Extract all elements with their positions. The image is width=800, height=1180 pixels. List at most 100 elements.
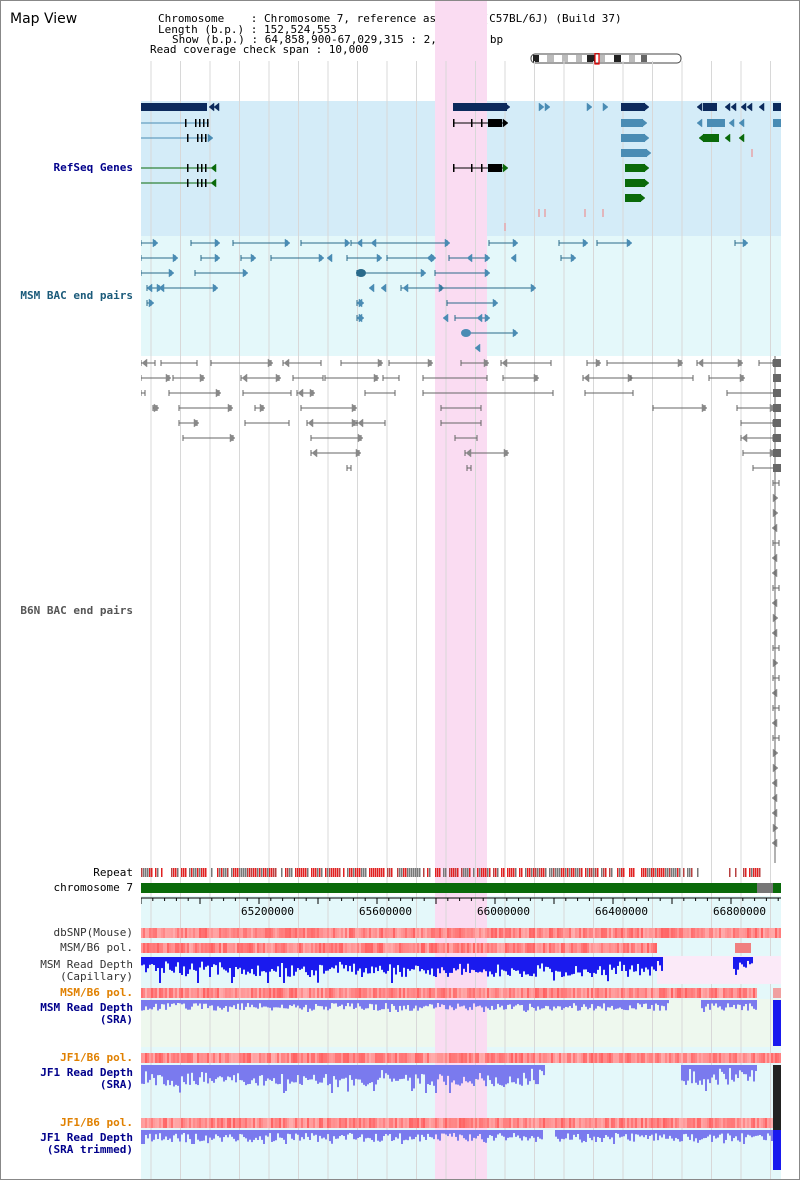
polymorphism-cell (397, 988, 399, 998)
polymorphism-cell (345, 943, 347, 953)
read-depth-bar (249, 1000, 251, 1008)
read-depth-bar (693, 1130, 695, 1142)
polymorphism-cell (179, 943, 181, 953)
snp-density-cell (417, 928, 419, 938)
bac-end-arrow (212, 283, 219, 293)
repeat-segment (189, 868, 191, 877)
read-depth-bar (215, 957, 217, 965)
read-depth-bar (681, 1130, 683, 1142)
read-depth-bar (339, 1065, 341, 1081)
snp-density-cell (173, 928, 175, 938)
polymorphism-cell (411, 943, 413, 953)
read-depth-bar (437, 1130, 439, 1140)
read-depth-bar (305, 1130, 307, 1134)
snp-density-cell (595, 928, 597, 938)
read-depth-bar (521, 957, 523, 977)
polymorphism-cell (311, 1053, 313, 1063)
bac-end-arrow (275, 373, 282, 383)
read-depth-bar (685, 1065, 687, 1085)
read-depth-bar (325, 1065, 327, 1069)
read-depth-bar (721, 1130, 723, 1134)
snp-density-cell (291, 928, 293, 938)
polymorphism-cell (395, 943, 397, 953)
read-depth-bar (455, 1000, 457, 1009)
read-depth-bar (363, 1130, 365, 1142)
polymorphism-cell (475, 1118, 477, 1128)
read-depth-bar (287, 1130, 289, 1134)
gene-exon (703, 103, 717, 111)
snp-density-cell (609, 928, 611, 938)
polymorphism-cell (369, 1118, 371, 1128)
polymorphism-cell (333, 1118, 335, 1128)
polymorphism-cell (613, 1118, 615, 1128)
genome-viewer[interactable] (141, 1, 781, 1180)
polymorphism-cell (379, 988, 381, 998)
read-depth-bar (405, 1000, 407, 1010)
read-depth-bar (389, 1000, 391, 1012)
polymorphism-cell (317, 1118, 319, 1128)
read-depth-bar (653, 1130, 655, 1141)
polymorphism-cell (651, 1053, 653, 1063)
polymorphism-cell (439, 1053, 441, 1063)
polymorphism-cell (453, 988, 455, 998)
repeat-segment (257, 868, 259, 877)
read-depth-bar (737, 1065, 739, 1079)
polymorphism-cell (301, 943, 303, 953)
snp-density-cell (605, 928, 607, 938)
polymorphism-cell (165, 988, 167, 998)
polymorphism-cell (567, 943, 569, 953)
read-depth-bar (345, 957, 347, 965)
gene-exon (703, 134, 719, 142)
polymorphism-cell (213, 988, 215, 998)
snp-density-cell (297, 928, 299, 938)
polymorphism-cell (483, 988, 485, 998)
read-depth-bar (725, 1130, 727, 1140)
bac-end-arrow (250, 253, 257, 263)
polymorphism-cell (389, 1053, 391, 1063)
track-label-jf1-b6-pol-trim: JF1/B6 pol. (60, 1116, 133, 1129)
read-depth-bar (293, 1000, 295, 1005)
read-depth-bar (313, 1065, 315, 1075)
polymorphism-cell (769, 1053, 771, 1063)
read-depth-bar (423, 1000, 425, 1007)
polymorphism-cell (283, 1053, 285, 1063)
read-depth-bar (205, 1065, 207, 1073)
read-depth-bar (277, 1065, 279, 1085)
read-depth-bar (295, 1000, 297, 1008)
polymorphism-cell (357, 1053, 359, 1063)
polymorphism-cell (609, 988, 611, 998)
read-depth-bar (355, 1065, 357, 1079)
read-depth-bar (211, 1065, 213, 1074)
polymorphism-cell (631, 988, 633, 998)
polymorphism-cell (761, 1053, 763, 1063)
repeat-segment (557, 868, 559, 877)
read-depth-bar (239, 1065, 241, 1075)
polymorphism-cell (413, 943, 415, 953)
read-depth-bar (661, 1000, 663, 1006)
read-depth-bar (187, 957, 189, 974)
polymorphism-cell (739, 1118, 741, 1128)
read-depth-bar (353, 1065, 355, 1086)
polymorphism-cell (199, 1053, 201, 1063)
snp-density-cell (187, 928, 189, 938)
polymorphism-cell (387, 943, 389, 953)
polymorphism-cell (311, 1118, 313, 1128)
gene-strand-arrow (210, 163, 217, 173)
read-depth-bar (453, 1130, 455, 1134)
polymorphism-cell (429, 1118, 431, 1128)
polymorphism-cell (489, 988, 491, 998)
repeat-segment (749, 868, 751, 877)
read-depth-bar (297, 1130, 299, 1135)
bac-end-arrow (351, 418, 358, 428)
read-depth-bar (687, 1130, 689, 1137)
polymorphism-cell (299, 988, 301, 998)
chromosome-ideogram[interactable] (529, 53, 685, 65)
read-depth-bar (315, 1065, 317, 1077)
read-depth-bar (149, 1065, 151, 1080)
read-depth-bar (337, 957, 339, 969)
read-depth-bar (181, 1000, 183, 1005)
polymorphism-cell (525, 1118, 527, 1128)
read-depth-bar (557, 957, 559, 971)
polymorphism-cell (169, 943, 171, 953)
read-depth-bar (261, 957, 263, 972)
